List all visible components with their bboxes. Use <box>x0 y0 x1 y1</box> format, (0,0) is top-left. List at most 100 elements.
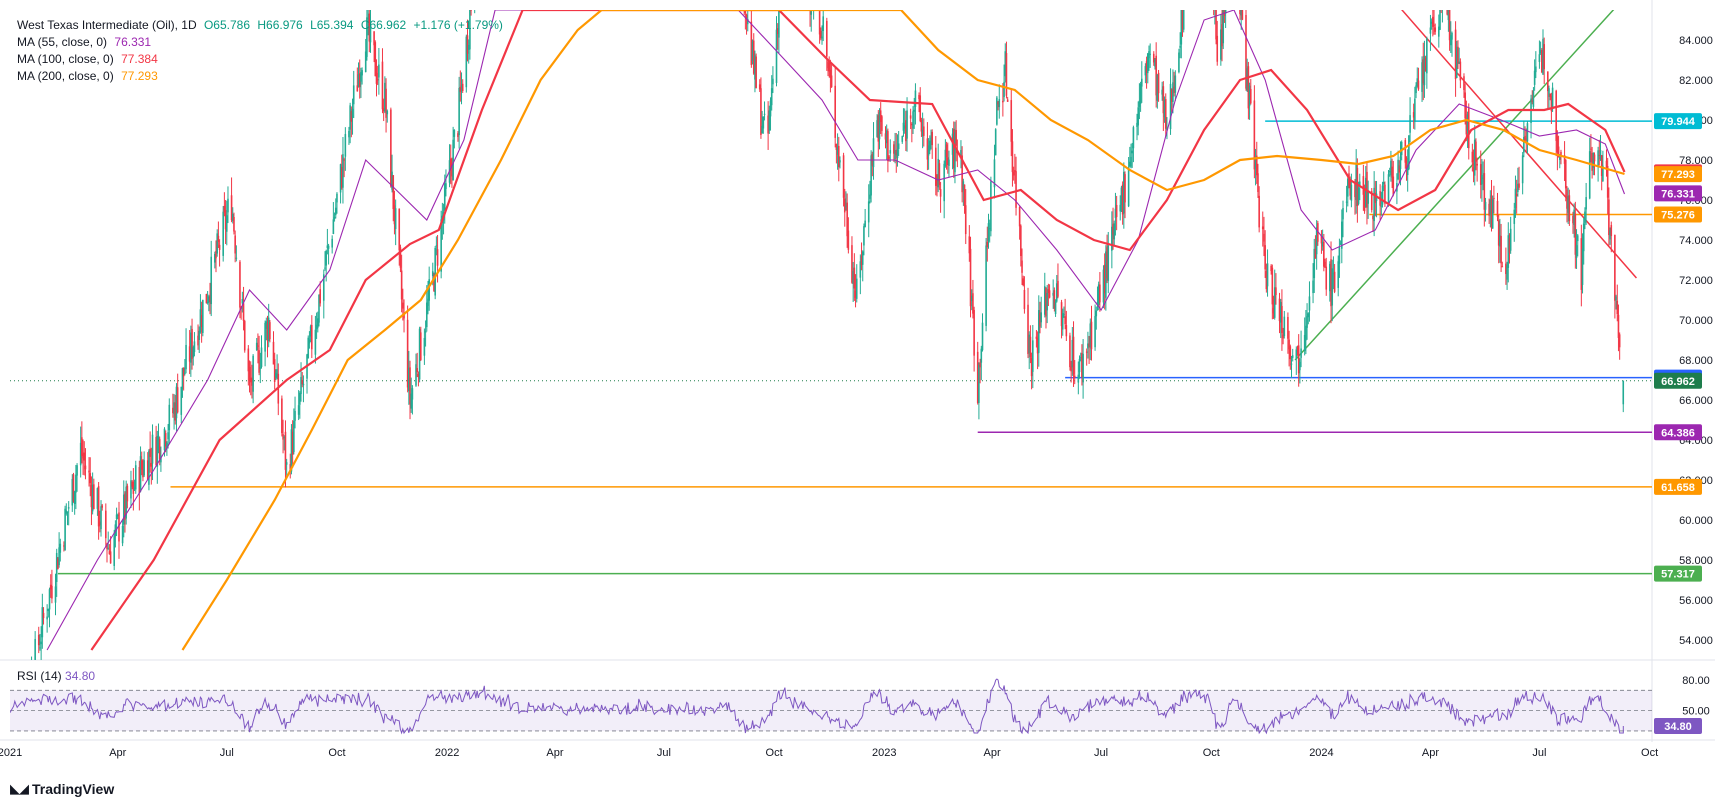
candle-body <box>140 460 143 470</box>
candle-body <box>752 40 755 74</box>
candle-body <box>131 481 133 487</box>
candle-body <box>9 759 11 760</box>
candle-body <box>73 491 76 504</box>
candle-body <box>410 393 413 409</box>
candle-body <box>1023 289 1026 310</box>
candle-body <box>1398 165 1401 173</box>
x-tick-label: 2021 <box>0 747 22 759</box>
candle-body <box>133 487 136 490</box>
candle-body <box>1580 238 1583 290</box>
candle-body <box>1282 334 1284 339</box>
candle-body <box>357 74 360 87</box>
candle-body <box>1471 151 1474 163</box>
candle-body <box>252 355 254 392</box>
candle-body <box>1239 10 1241 15</box>
candle-body <box>408 367 410 392</box>
candle-body <box>227 198 229 213</box>
candle-body <box>901 136 904 142</box>
candle-body <box>893 144 895 154</box>
candle-body <box>235 257 238 259</box>
candle-body <box>1290 363 1293 365</box>
candle-body <box>1173 86 1175 93</box>
candle-body <box>373 31 375 46</box>
candle-body <box>911 123 913 126</box>
candle-body <box>1362 176 1365 195</box>
candle-body <box>231 214 234 221</box>
candle-body <box>1053 290 1056 309</box>
candle-body <box>427 298 429 306</box>
candle-body <box>763 113 766 115</box>
candle-body <box>121 526 124 544</box>
candle-body <box>155 436 157 466</box>
candle-body <box>985 245 987 326</box>
candle-body <box>821 36 823 39</box>
candle-body <box>760 88 762 136</box>
candle-body <box>1247 66 1250 109</box>
candle-body <box>1156 74 1159 101</box>
candle-body <box>1588 151 1591 199</box>
candle-body <box>979 362 981 368</box>
price-tag-label: 76.331 <box>1661 188 1695 200</box>
candle-body <box>150 462 153 467</box>
candle-body <box>1605 160 1608 170</box>
candle-body <box>1015 171 1017 208</box>
candle-body <box>378 64 380 78</box>
candle-body <box>440 219 442 272</box>
candle-body <box>72 474 75 502</box>
candle-body <box>198 330 201 340</box>
candle-body <box>247 348 250 372</box>
candle-body <box>1169 83 1172 130</box>
candle-body <box>260 347 263 367</box>
candle-body <box>914 90 917 107</box>
candle-body <box>1564 159 1567 189</box>
candle-body <box>436 249 439 266</box>
candle-body <box>275 373 277 378</box>
candle-body <box>139 456 142 492</box>
candle-body <box>1324 261 1326 268</box>
tradingview-brand[interactable]: ◣◢ TradingView <box>10 781 114 797</box>
candle-body <box>175 386 178 419</box>
candle-body <box>66 511 69 513</box>
candle-body <box>172 407 174 414</box>
candle-body <box>755 56 757 88</box>
candle-body <box>216 233 218 254</box>
candle-body <box>1523 136 1525 153</box>
candle-body <box>895 150 898 156</box>
candle-body <box>350 111 353 122</box>
candle-body <box>273 359 276 382</box>
candle-body <box>923 126 925 136</box>
x-tick-label: Apr <box>546 747 563 759</box>
candle-body <box>885 130 888 144</box>
candle-body <box>366 17 368 57</box>
candle-body <box>55 552 58 582</box>
candle-body <box>990 181 992 232</box>
candle-body <box>1295 349 1298 359</box>
candle-body <box>1399 156 1402 170</box>
candle-body <box>1449 35 1452 46</box>
candle-body <box>1446 10 1448 15</box>
candle-body <box>1593 154 1596 162</box>
candle-body <box>158 438 161 460</box>
candle-body <box>1548 88 1550 97</box>
candle-body <box>822 16 825 32</box>
candle-body <box>1020 225 1022 257</box>
candle-body <box>76 465 78 476</box>
candle-body <box>1531 100 1534 102</box>
candle-body <box>97 486 100 527</box>
candle-body <box>433 275 435 292</box>
trend-line <box>1401 10 1637 279</box>
ma100-label: MA (100, close, 0) <box>17 52 114 66</box>
legend-ma100: MA (100, close, 0) 77.384 <box>17 52 162 66</box>
candle-body <box>392 175 395 209</box>
candle-body <box>343 159 345 161</box>
candle-body <box>1555 90 1557 141</box>
candle-body <box>772 78 774 85</box>
candle-body <box>282 434 284 440</box>
candle-body <box>1409 115 1411 133</box>
candle-body <box>1505 263 1507 275</box>
candle-body <box>1576 235 1579 242</box>
candle-body <box>311 324 313 350</box>
candle-body <box>1281 306 1283 334</box>
candle-body <box>403 313 405 319</box>
